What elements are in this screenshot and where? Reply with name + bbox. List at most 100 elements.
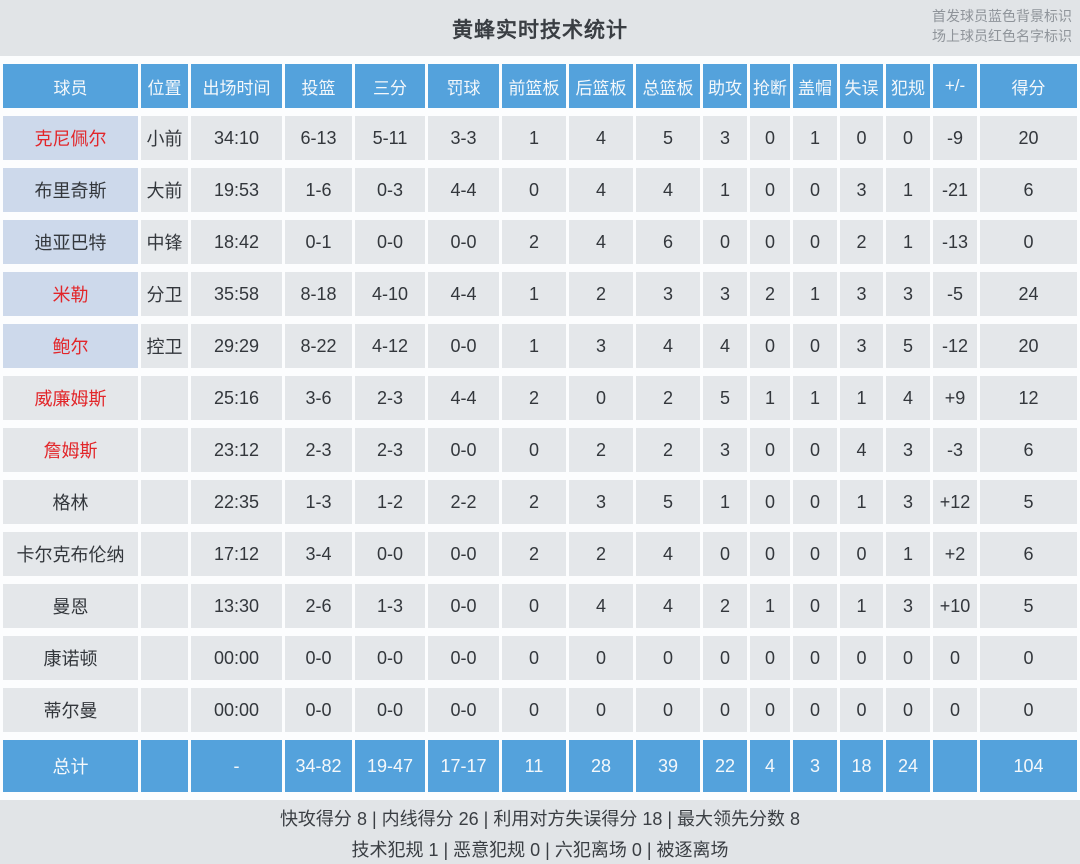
stat-cell: 5 [703, 376, 747, 420]
stat-cell: 0 [750, 324, 790, 368]
stat-cell: 0 [840, 636, 883, 680]
stat-cell: 5 [980, 584, 1077, 628]
stat-cell: 0 [750, 480, 790, 524]
stat-cell: 8-22 [285, 324, 352, 368]
stat-cell: 3-6 [285, 376, 352, 420]
column-header-7: 后篮板 [569, 64, 633, 108]
stat-cell: -3 [933, 428, 977, 472]
stat-cell: 1-3 [285, 480, 352, 524]
stat-cell [141, 480, 188, 524]
stat-cell: 1 [840, 376, 883, 420]
stat-cell: 0 [636, 636, 700, 680]
player-row: 卡尔克布伦纳 17:12 3-4 0-0 0-0 2 2 4 0 0 0 0 1 +2 6 [3, 532, 1077, 576]
stat-cell: 3 [886, 428, 930, 472]
stat-cell: 1-2 [355, 480, 425, 524]
stat-cell: 2 [502, 480, 566, 524]
stat-cell: 3 [636, 272, 700, 316]
player-stats-table: 球员 位置 出场时间 投篮 三分 罚球 前篮板 后篮板 总篮板 助攻 抢断 盖帽 失误 犯规 +/- 得分 克… [0, 56, 1080, 800]
stat-cell: 0-0 [428, 532, 499, 576]
stat-cell: 0 [840, 116, 883, 160]
stat-cell: 0 [569, 376, 633, 420]
totals-row: 总计 -34-82 19-47 17-17 11 28 39 22 4 3 18 24 104 [3, 740, 1077, 792]
player-row: 威廉姆斯 25:16 3-6 2-3 4-4 2 0 2 5 1 1 1 4 +9 12 [3, 376, 1077, 420]
stat-cell: 大前 [141, 168, 188, 212]
stat-cell: 2 [502, 220, 566, 264]
stat-cell: 0-0 [428, 324, 499, 368]
player-row: 迪亚巴特 中锋 18:42 0-1 0-0 0-0 2 4 6 0 0 0 2 1 -13 0 [3, 220, 1077, 264]
stat-cell: 0 [750, 532, 790, 576]
stat-cell: 0 [502, 584, 566, 628]
stat-cell [141, 376, 188, 420]
stat-cell: 0 [793, 168, 837, 212]
stat-cell: 0 [703, 636, 747, 680]
stat-cell: 0 [636, 688, 700, 732]
totals-stat-cell: 24 [886, 740, 930, 792]
stat-cell: 19:53 [191, 168, 282, 212]
stat-cell: 2 [703, 584, 747, 628]
stat-cell: 29:29 [191, 324, 282, 368]
totals-label-cell: 总计 [3, 740, 138, 792]
stat-cell: 中锋 [141, 220, 188, 264]
stat-cell: 0 [502, 428, 566, 472]
stat-cell: 5 [886, 324, 930, 368]
stat-cell: 34:10 [191, 116, 282, 160]
stat-cell: 0 [703, 220, 747, 264]
stat-cell: 3 [886, 480, 930, 524]
stat-cell: 1 [886, 532, 930, 576]
column-header-4: 三分 [355, 64, 425, 108]
stat-cell: 0 [750, 168, 790, 212]
stat-cell: 0 [933, 636, 977, 680]
stat-cell: 0 [703, 532, 747, 576]
stat-cell: 2-3 [285, 428, 352, 472]
player-row: 米勒 分卫 35:58 8-18 4-10 4-4 1 2 3 3 2 1 3 3 -5 24 [3, 272, 1077, 316]
player-row: 克尼佩尔 小前 34:10 6-13 5-11 3-3 1 4 5 3 0 1 0 0 -9 20 [3, 116, 1077, 160]
stat-cell: 6 [980, 168, 1077, 212]
stat-cell: 2-3 [355, 376, 425, 420]
stat-cell: 3 [569, 480, 633, 524]
totals-stat-cell: 18 [840, 740, 883, 792]
stat-cell: 5-11 [355, 116, 425, 160]
stat-cell: 0 [569, 636, 633, 680]
stat-cell: 1 [793, 116, 837, 160]
stat-cell: 6 [980, 428, 1077, 472]
column-header-8: 总篮板 [636, 64, 700, 108]
table-header-row: 球员 位置 出场时间 投篮 三分 罚球 前篮板 后篮板 总篮板 助攻 抢断 盖帽 失误 犯规 +/- 得分 [3, 64, 1077, 108]
stat-cell: 3-4 [285, 532, 352, 576]
stat-cell: 小前 [141, 116, 188, 160]
page-title: 黄蜂实时技术统计 [452, 19, 628, 42]
totals-stat-cell: - [191, 740, 282, 792]
stat-cell: 5 [636, 480, 700, 524]
stat-cell: -13 [933, 220, 977, 264]
stat-cell: 0-0 [355, 688, 425, 732]
stat-cell: 0 [840, 688, 883, 732]
column-header-2: 出场时间 [191, 64, 282, 108]
stat-cell: 13:30 [191, 584, 282, 628]
column-header-11: 盖帽 [793, 64, 837, 108]
stat-cell: 2 [502, 532, 566, 576]
stat-cell: 1 [703, 168, 747, 212]
footer: 快攻得分 8 | 内线得分 26 | 利用对方失误得分 18 | 最大领先分数 … [0, 804, 1080, 864]
stat-cell: 6-13 [285, 116, 352, 160]
stat-cell: 0 [793, 532, 837, 576]
stat-cell: 4 [569, 168, 633, 212]
stat-cell: 0 [933, 688, 977, 732]
stat-cell: 0-0 [428, 584, 499, 628]
stat-cell: 24 [980, 272, 1077, 316]
stat-cell [141, 584, 188, 628]
stat-cell: -5 [933, 272, 977, 316]
stat-cell: 2 [636, 376, 700, 420]
player-row: 布里奇斯 大前 19:53 1-6 0-3 4-4 0 4 4 1 0 0 3 1 -21 6 [3, 168, 1077, 212]
player-row: 詹姆斯 23:12 2-3 2-3 0-0 0 2 2 3 0 0 4 3 -3 6 [3, 428, 1077, 472]
stat-cell: 18:42 [191, 220, 282, 264]
column-header-6: 前篮板 [502, 64, 566, 108]
stat-cell: 0-0 [428, 220, 499, 264]
stat-cell: 1-6 [285, 168, 352, 212]
stat-cell: 23:12 [191, 428, 282, 472]
stat-cell: 8-18 [285, 272, 352, 316]
stat-cell: 1 [886, 168, 930, 212]
stat-cell: 2 [569, 272, 633, 316]
stat-cell: 0 [502, 636, 566, 680]
stat-cell: 3 [886, 272, 930, 316]
totals-stat-cell: 39 [636, 740, 700, 792]
